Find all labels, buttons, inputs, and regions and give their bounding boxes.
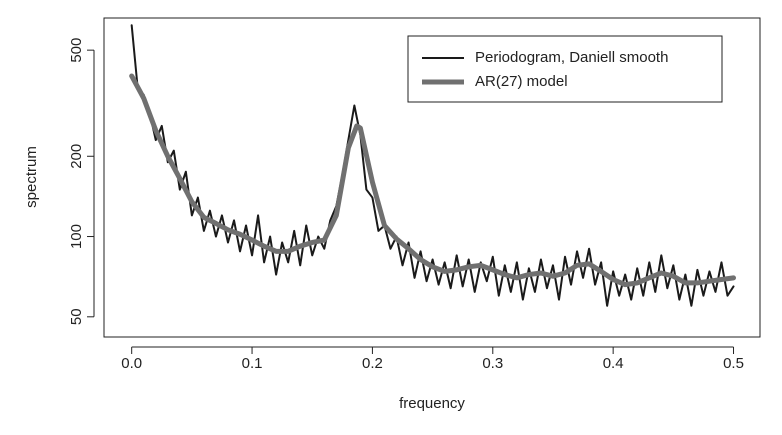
y-tick-label: 50 <box>68 308 85 325</box>
x-tick-label: 0.0 <box>121 355 142 372</box>
plot-frame <box>103 17 761 338</box>
x-tick-label: 0.5 <box>723 355 744 372</box>
y-tick-label: 500 <box>68 38 85 63</box>
legend-label: Periodogram, Daniell smooth <box>475 49 668 66</box>
y-tick-label: 200 <box>68 144 85 169</box>
legend-label: AR(27) model <box>475 73 568 90</box>
series-line <box>130 24 735 307</box>
x-axis-label: frequency <box>399 395 465 412</box>
y-tick-label: 100 <box>68 224 85 249</box>
x-tick-label: 0.3 <box>482 355 503 372</box>
x-tick-label: 0.1 <box>242 355 263 372</box>
legend-box <box>407 35 723 103</box>
series-line <box>129 73 737 288</box>
x-tick-label: 0.2 <box>362 355 383 372</box>
y-axis-label: spectrum <box>23 146 40 208</box>
x-tick-label: 0.4 <box>603 355 624 372</box>
